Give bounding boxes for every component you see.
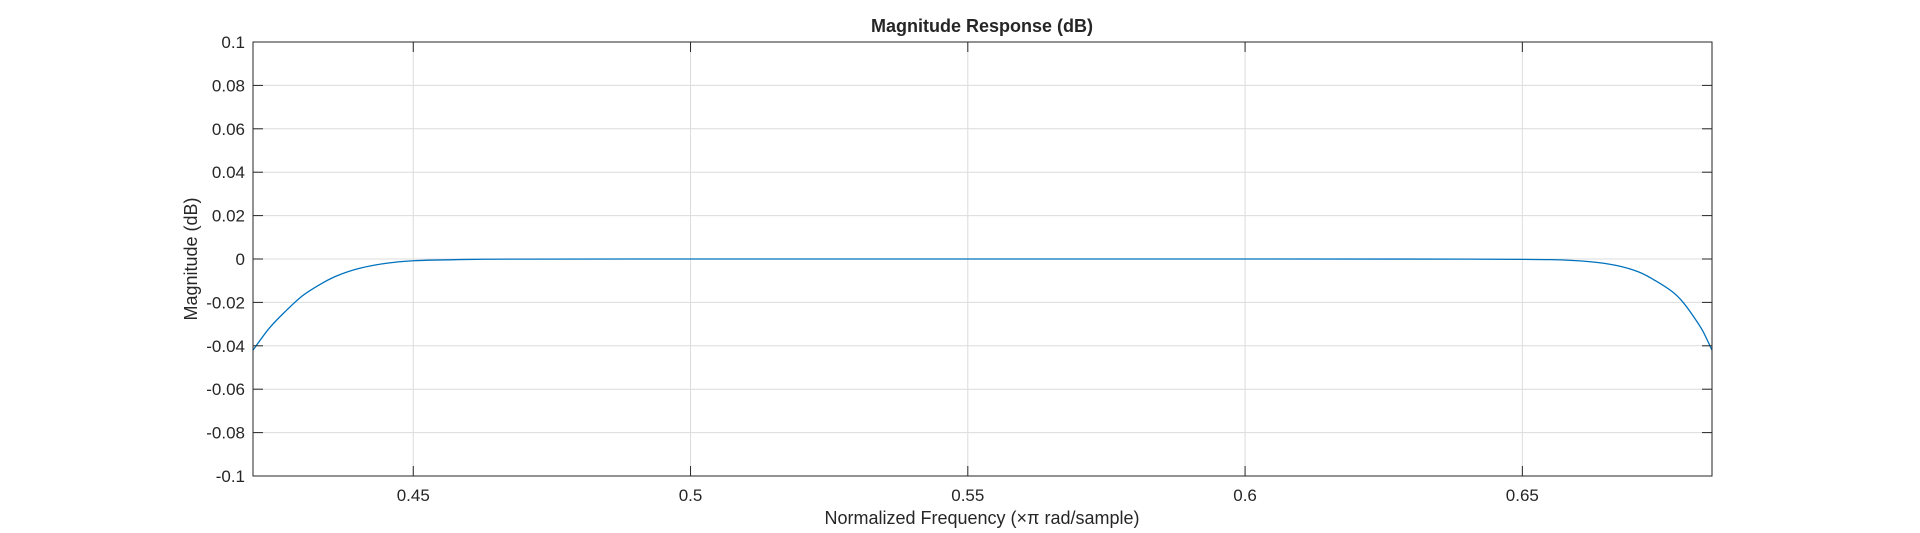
x-tick-label: 0.6 (1233, 486, 1257, 505)
y-tick-label: 0.08 (212, 76, 245, 95)
magnitude-response-line (252, 258, 1713, 351)
y-axis-label: Magnitude (dB) (181, 197, 201, 320)
y-tick-label: 0 (236, 250, 245, 269)
y-tick-label: 0.06 (212, 120, 245, 139)
tick-marks (253, 41, 1712, 477)
y-tick-label: -0.1 (216, 467, 245, 486)
x-tick-label: 0.45 (397, 486, 430, 505)
y-tick-label: -0.04 (206, 337, 245, 356)
y-tick-label: 0.04 (212, 163, 245, 182)
y-tick-label: -0.08 (206, 424, 245, 443)
x-tick-label: 0.5 (679, 486, 703, 505)
y-tick-label: -0.06 (206, 380, 245, 399)
y-tick-label: 0.1 (221, 33, 245, 52)
y-tick-label: -0.02 (206, 293, 245, 312)
series-layer (252, 258, 1713, 351)
x-tick-labels: 0.45 0.5 0.55 0.6 0.65 (397, 486, 1539, 505)
y-tick-label: 0.02 (212, 207, 245, 226)
x-axis-label: Normalized Frequency (×π rad/sample) (824, 508, 1139, 528)
y-tick-labels: -0.1 -0.08 -0.06 -0.04 -0.02 0 0.02 0.04 0.06 0.0… (206, 33, 245, 486)
x-tick-label: 0.65 (1506, 486, 1539, 505)
x-tick-label: 0.55 (951, 486, 984, 505)
chart-title: Magnitude Response (dB) (871, 16, 1093, 36)
